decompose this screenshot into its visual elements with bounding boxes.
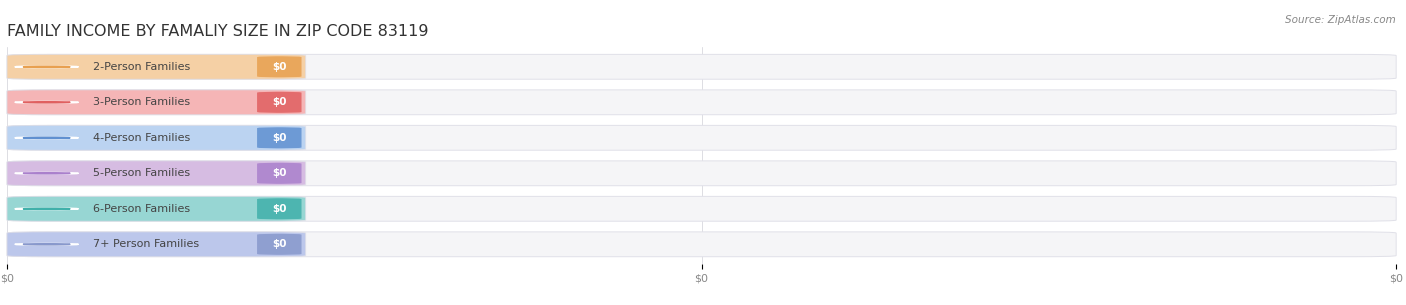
Circle shape (14, 173, 79, 174)
FancyBboxPatch shape (257, 56, 301, 77)
Text: 4-Person Families: 4-Person Families (93, 133, 190, 143)
Circle shape (22, 102, 70, 103)
Text: $0: $0 (271, 239, 287, 249)
Text: Source: ZipAtlas.com: Source: ZipAtlas.com (1285, 15, 1396, 25)
Circle shape (14, 66, 79, 68)
FancyBboxPatch shape (7, 90, 1396, 115)
Text: 5-Person Families: 5-Person Families (93, 168, 190, 178)
Circle shape (14, 243, 79, 245)
Text: $0: $0 (271, 133, 287, 143)
Text: 6-Person Families: 6-Person Families (93, 204, 190, 214)
Circle shape (22, 208, 70, 210)
FancyBboxPatch shape (7, 232, 305, 257)
Circle shape (14, 208, 79, 210)
Text: $0: $0 (271, 97, 287, 107)
Text: 2-Person Families: 2-Person Families (93, 62, 190, 72)
Circle shape (14, 137, 79, 138)
Circle shape (14, 102, 79, 103)
Circle shape (22, 66, 70, 67)
FancyBboxPatch shape (7, 54, 305, 79)
FancyBboxPatch shape (7, 161, 305, 186)
Circle shape (22, 137, 70, 138)
Text: FAMILY INCOME BY FAMALIY SIZE IN ZIP CODE 83119: FAMILY INCOME BY FAMALIY SIZE IN ZIP COD… (7, 24, 429, 39)
FancyBboxPatch shape (257, 163, 301, 184)
FancyBboxPatch shape (7, 161, 1396, 186)
Text: $0: $0 (271, 168, 287, 178)
FancyBboxPatch shape (257, 127, 301, 149)
Text: 3-Person Families: 3-Person Families (93, 97, 190, 107)
Text: $0: $0 (271, 62, 287, 72)
FancyBboxPatch shape (7, 125, 305, 150)
Circle shape (22, 244, 70, 245)
Circle shape (22, 173, 70, 174)
FancyBboxPatch shape (257, 234, 301, 255)
FancyBboxPatch shape (7, 196, 1396, 221)
FancyBboxPatch shape (7, 196, 305, 221)
Text: 7+ Person Families: 7+ Person Families (93, 239, 200, 249)
Text: $0: $0 (271, 204, 287, 214)
FancyBboxPatch shape (7, 54, 1396, 79)
FancyBboxPatch shape (7, 125, 1396, 150)
FancyBboxPatch shape (7, 90, 305, 115)
FancyBboxPatch shape (257, 92, 301, 113)
FancyBboxPatch shape (7, 232, 1396, 257)
FancyBboxPatch shape (257, 198, 301, 220)
